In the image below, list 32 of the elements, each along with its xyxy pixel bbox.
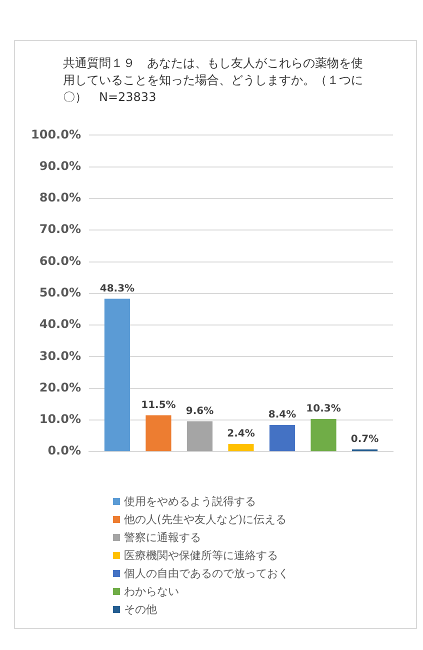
y-tick-label: 80.0% — [39, 190, 81, 205]
data-label: 10.3% — [306, 404, 341, 415]
y-tick-label: 30.0% — [39, 348, 81, 363]
legend-label: 使用をやめるよう説得する — [124, 494, 256, 508]
legend-label: その他 — [124, 602, 157, 616]
y-tick-label: 20.0% — [39, 380, 81, 394]
bar — [310, 419, 336, 452]
data-label: 9.6% — [186, 406, 214, 417]
bar — [228, 444, 254, 452]
legend-label: 個人の自由であるので放っておく — [124, 566, 289, 580]
y-tick-label: 40.0% — [39, 317, 81, 332]
bar — [146, 415, 172, 452]
legend-label: 警察に通報する — [124, 530, 201, 544]
legend-label: 他の人(先生や友人など)に伝える — [124, 512, 287, 526]
chart-title: 共通質問１９ あなたは、もし友人がこれらの薬物を使用していることを知った場合、どうしますか。（１つに〇） N=23833 — [63, 55, 363, 106]
bar — [269, 425, 296, 452]
data-label: 48.3% — [100, 283, 135, 294]
bar — [186, 421, 213, 452]
bar — [104, 298, 130, 452]
y-tick-label: 60.0% — [39, 254, 81, 268]
y-tick-label: 100.0% — [30, 127, 81, 142]
y-tick-label: 50.0% — [39, 286, 81, 300]
data-label: 0.7% — [350, 434, 379, 445]
legend-label: わからない — [124, 584, 179, 598]
y-tick-label: 0.0% — [48, 444, 81, 458]
legend-label: 医療機関や保健所等に連絡する — [124, 548, 278, 562]
y-tick-label: 10.0% — [39, 412, 81, 426]
data-label: 8.4% — [268, 410, 296, 421]
data-label: 11.5% — [141, 400, 176, 411]
data-label: 2.4% — [227, 428, 255, 440]
y-tick-label: 70.0% — [39, 222, 81, 236]
y-tick-label: 90.0% — [39, 158, 81, 173]
